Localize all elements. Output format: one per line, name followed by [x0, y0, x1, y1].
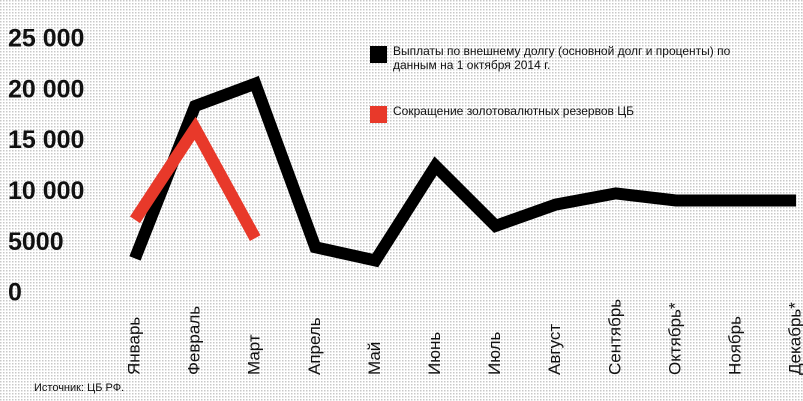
legend-label: Выплаты по внешнему долгу (основной долг…	[393, 44, 731, 72]
x-tick-label: Апрель	[305, 317, 324, 375]
y-tick-label: 25 000	[8, 25, 84, 53]
y-tick-label: 15 000	[8, 126, 84, 154]
x-tick-label: Сентябрь	[605, 299, 624, 375]
x-tick-label: Август	[545, 324, 564, 375]
legend-label: Сокращение золотовалютных резервов ЦБ	[393, 104, 634, 118]
x-tick-label: Декабрь*	[786, 302, 803, 375]
legend-swatch	[370, 46, 387, 63]
source: Источник: ЦБ РФ.	[34, 382, 124, 394]
y-tick-label: 10 000	[8, 177, 84, 205]
x-tick-label: Январь	[124, 317, 143, 375]
x-tick-label: Март	[245, 334, 264, 375]
x-tick-label: Февраль	[185, 306, 204, 375]
y-tick-label: 20 000	[8, 75, 84, 103]
x-tick-label: Май	[365, 342, 384, 375]
series-line	[129, 75, 797, 268]
x-tick-label: Июнь	[425, 332, 444, 375]
y-tick-label: 5000	[8, 228, 64, 256]
x-tick-label: Октябрь*	[665, 302, 684, 375]
series-line	[129, 116, 261, 241]
legend-swatch	[370, 106, 387, 123]
x-tick-label: Ноябрь	[725, 316, 744, 375]
y-tick-label: 0	[8, 279, 22, 307]
x-tick-label: Июль	[485, 331, 504, 375]
